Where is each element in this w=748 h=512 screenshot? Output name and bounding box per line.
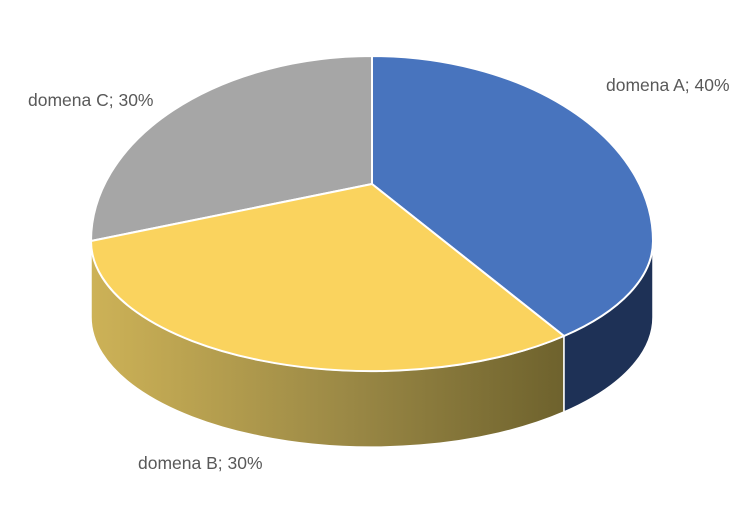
data-label-domena-c: domena C; 30% [28,90,154,110]
data-label-domena-a: domena A; 40% [606,75,730,95]
data-label-domena-b: domena B; 30% [138,453,263,473]
pie-slice-domena-c-top[interactable] [90,55,373,242]
pie-slice-domena-b-top[interactable] [90,183,565,373]
pie-slice-domena-a-top[interactable] [371,55,655,337]
